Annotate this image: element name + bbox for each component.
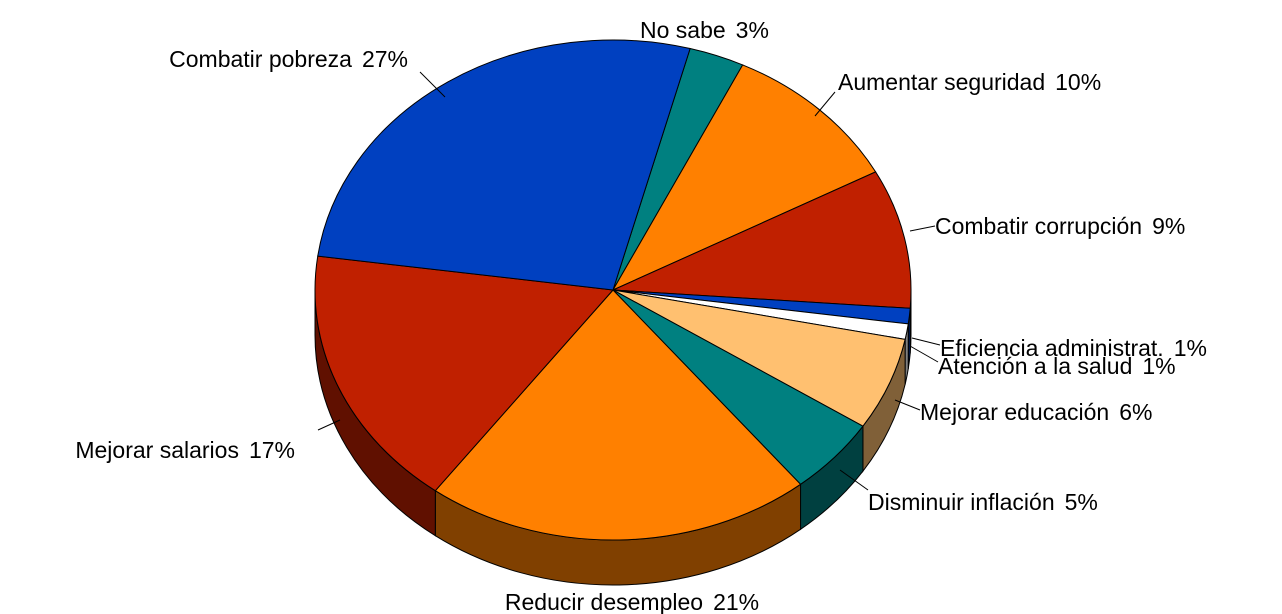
leader-line xyxy=(317,419,341,431)
leader-line xyxy=(909,225,936,232)
value-label: 1% xyxy=(1142,353,1175,379)
pie-slice xyxy=(317,39,691,291)
value-label: 10% xyxy=(1055,69,1101,95)
data-label: Mejorar salarios 17% xyxy=(75,437,295,463)
data-label: Aumentar seguridad 10% xyxy=(838,69,1101,95)
pie-slice xyxy=(434,289,802,541)
leader-line xyxy=(894,399,921,411)
category-label: Atención a la salud xyxy=(938,353,1132,379)
pie-slice xyxy=(314,255,615,492)
category-label: Reducir desempleo xyxy=(505,589,703,614)
category-label: Combatir pobreza xyxy=(169,46,352,72)
leader-line xyxy=(839,469,869,491)
data-label: Eficiencia administrat. 1% xyxy=(940,335,1207,361)
pie-slice xyxy=(612,171,912,309)
value-label: 9% xyxy=(1152,213,1185,239)
category-label: Combatir corrupción xyxy=(935,213,1142,239)
category-label: Eficiencia administrat. xyxy=(940,335,1164,361)
value-label: 1% xyxy=(1174,335,1207,361)
data-label: Combatir corrupción 9% xyxy=(935,213,1185,239)
category-label: Mejorar educación xyxy=(920,399,1109,425)
value-label: 6% xyxy=(1119,399,1152,425)
category-label: Disminuir inflación xyxy=(868,489,1055,515)
category-label: Aumentar seguridad xyxy=(838,69,1045,95)
leader-line xyxy=(911,337,941,346)
leader-line xyxy=(419,71,446,98)
value-label: 3% xyxy=(736,17,769,43)
value-label: 17% xyxy=(249,437,295,463)
category-label: No sabe xyxy=(640,17,726,43)
data-label: Reducir desempleo 21% xyxy=(505,589,759,614)
leader-line xyxy=(814,91,836,117)
leader-line xyxy=(909,345,939,363)
value-label: 5% xyxy=(1065,489,1098,515)
value-label: 27% xyxy=(362,46,408,72)
data-label: Mejorar educación 6% xyxy=(920,399,1152,425)
category-label: Mejorar salarios xyxy=(75,437,239,463)
data-label: Combatir pobreza 27% xyxy=(169,46,408,72)
data-label: Atención a la salud 1% xyxy=(938,353,1176,379)
data-label: No sabe 3% xyxy=(640,17,769,43)
pie-slice xyxy=(611,64,877,292)
value-label: 21% xyxy=(713,589,759,614)
data-label: Disminuir inflación 5% xyxy=(868,489,1098,515)
